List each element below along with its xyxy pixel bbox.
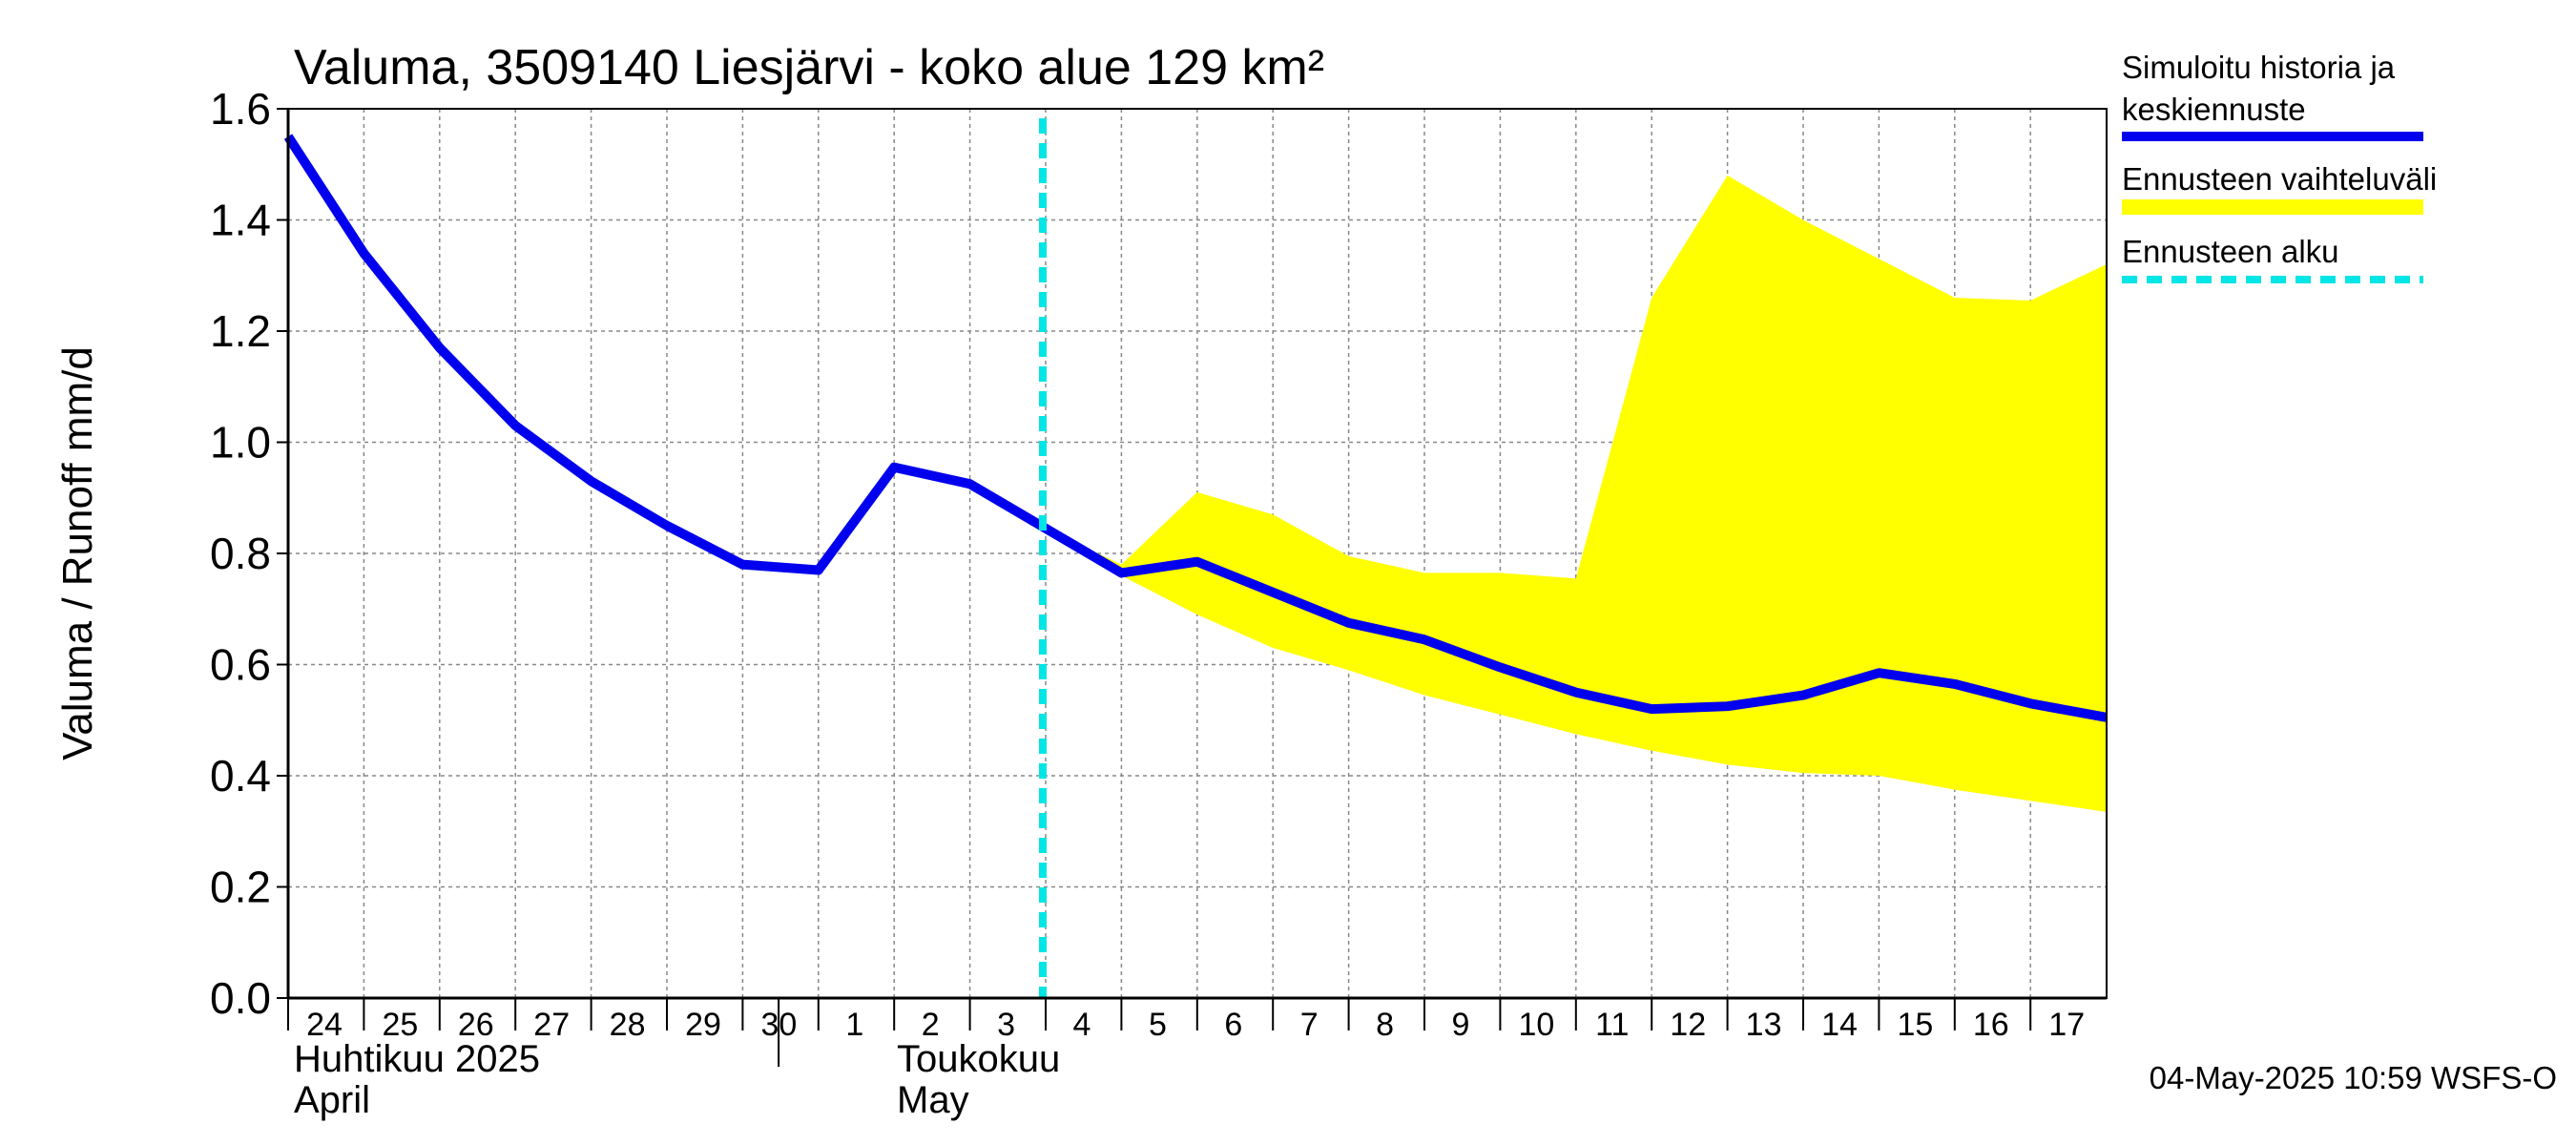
month-label-en-may: May: [897, 1079, 969, 1121]
y-axis-label: Valuma / Runoff mm/d: [54, 346, 101, 760]
x-tick-label: 2: [922, 1007, 940, 1043]
y-tick-label: 1.2: [210, 306, 271, 356]
x-tick-label: 11: [1595, 1007, 1629, 1043]
y-tick-label: 1.4: [210, 196, 271, 245]
y-tick-label: 0.6: [210, 640, 271, 690]
y-tick-label: 1.0: [210, 418, 271, 468]
x-tick-label: 7: [1300, 1007, 1319, 1043]
x-tick-label: 3: [997, 1007, 1015, 1043]
x-tick-label: 4: [1073, 1007, 1091, 1043]
y-tick-label: 0.0: [210, 973, 271, 1023]
x-tick-label: 26: [458, 1007, 494, 1043]
chart-title: Valuma, 3509140 Liesjärvi - koko alue 12…: [294, 40, 1324, 95]
x-tick-label: 30: [760, 1007, 797, 1043]
x-tick-label: 5: [1149, 1007, 1167, 1043]
runoff-series: [283, 134, 2108, 722]
x-tick-label: 13: [1746, 1007, 1782, 1043]
x-tick-label: 6: [1224, 1007, 1242, 1043]
x-tick-label: 8: [1376, 1007, 1394, 1043]
footer-timestamp: 04-May-2025 10:59 WSFS-O: [2150, 1060, 2557, 1095]
y-tick-label: 0.2: [210, 863, 271, 912]
x-axis-ticks: 24 25 26 27 28 29 30 1 2 3 4 5 6 7 8 9 10 11 12 13 14 15 16 17: [287, 998, 2085, 1043]
legend-swatch-range: [2122, 199, 2423, 215]
legend-label-simulated-line1: Simuloitu historia ja: [2122, 50, 2396, 85]
legend-label-range: Ennusteen vaihteluväli: [2122, 161, 2437, 197]
simulated-runoff-line: [283, 134, 2108, 722]
x-tick-label: 14: [1821, 1007, 1858, 1043]
month-label-fi-may: Toukokuu: [897, 1038, 1060, 1080]
x-tick-label: 15: [1897, 1007, 1933, 1043]
month-label-en-april: April: [294, 1079, 370, 1121]
x-tick-label: 12: [1670, 1007, 1706, 1043]
y-tick-label: 0.8: [210, 529, 271, 578]
x-tick-label: 16: [1973, 1007, 2009, 1043]
forecast-band: [1046, 175, 2107, 812]
legend-label-forecast-start: Ennusteen alku: [2122, 234, 2339, 269]
x-tick-label: 9: [1452, 1007, 1470, 1043]
forecast-range-band: [1046, 175, 2107, 812]
x-tick-label: 25: [382, 1007, 418, 1043]
y-tick-label: 0.4: [210, 751, 271, 801]
x-tick-label: 1: [845, 1007, 863, 1043]
legend: Simuloitu historia ja keskiennuste Ennus…: [2122, 50, 2437, 283]
legend-label-simulated-line2: keskiennuste: [2122, 92, 2306, 127]
x-tick-label: 17: [2048, 1007, 2085, 1043]
y-axis-ticks: 0.0 0.2 0.4 0.6 0.8 1.0 1.2 1.4 1.6: [210, 84, 288, 1023]
x-tick-label: 28: [610, 1007, 646, 1043]
x-tick-label: 27: [533, 1007, 570, 1043]
month-label-fi-april: Huhtikuu 2025: [294, 1038, 540, 1080]
x-tick-label: 24: [306, 1007, 343, 1043]
x-tick-label: 29: [685, 1007, 721, 1043]
x-tick-label: 10: [1518, 1007, 1554, 1043]
y-tick-label: 1.6: [210, 84, 271, 134]
